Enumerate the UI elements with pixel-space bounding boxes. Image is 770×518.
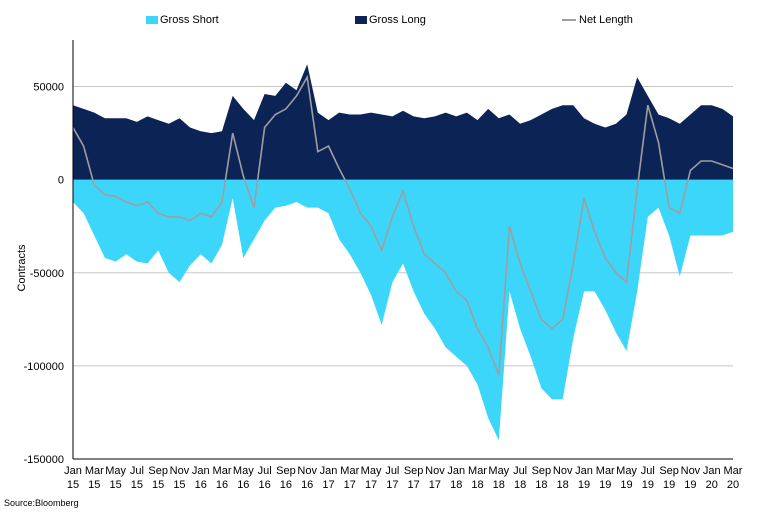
x-tick-label-year: 19	[620, 479, 632, 491]
x-tick-label-year: 19	[684, 479, 696, 491]
y-tick-label: -100000	[24, 361, 64, 373]
x-tick-label-year: 15	[173, 479, 185, 491]
legend-item-gross-short: Gross Short	[146, 12, 219, 28]
x-tick-label-year: 18	[514, 479, 526, 491]
x-tick-label-year: 15	[152, 479, 164, 491]
x-tick-label-year: 19	[663, 479, 675, 491]
x-tick-label-year: 19	[578, 479, 590, 491]
x-tick-label-year: 17	[365, 479, 377, 491]
x-tick-label-year: 17	[429, 479, 441, 491]
x-tick-label-month: Mar	[724, 465, 743, 477]
x-tick-label-month: Jan	[575, 465, 593, 477]
y-tick-label: -50000	[30, 268, 64, 280]
legend-item-gross-long: Gross Long	[355, 12, 426, 28]
x-tick-label-year: 15	[131, 479, 143, 491]
x-tick-label-month: Jul	[130, 465, 144, 477]
x-tick-label-month: Jan	[192, 465, 210, 477]
x-tick-label-year: 16	[301, 479, 313, 491]
x-tick-label-year: 18	[450, 479, 462, 491]
x-tick-label-year: 16	[195, 479, 207, 491]
x-tick-label-month: Mar	[213, 465, 232, 477]
x-tick-label-year: 17	[322, 479, 334, 491]
x-tick-label-year: 20	[727, 479, 739, 491]
x-tick-label-year: 19	[642, 479, 654, 491]
x-tick-label-month: Nov	[170, 465, 190, 477]
x-tick-label-year: 15	[88, 479, 100, 491]
x-tick-label-year: 16	[280, 479, 292, 491]
x-tick-label-month: Jan	[64, 465, 82, 477]
x-tick-label-month: Sep	[659, 465, 679, 477]
area-gross-short	[73, 179, 733, 441]
x-tick-label-month: Sep	[276, 465, 296, 477]
x-tick-label-year: 16	[216, 479, 228, 491]
x-tick-label-month: Jul	[641, 465, 655, 477]
x-tick-label-month: Jul	[385, 465, 399, 477]
x-tick-label-month: May	[616, 465, 637, 477]
x-tick-label-month: Mar	[85, 465, 104, 477]
x-tick-label-year: 17	[408, 479, 420, 491]
x-tick-label-month: Mar	[596, 465, 615, 477]
x-tick-label-year: 18	[493, 479, 505, 491]
x-tick-label-month: Nov	[297, 465, 317, 477]
x-axis: Jan 15 Mar 15 May 15 Jul 15 Sep 15 Nov 15 Jan 16 Mar 16…	[64, 458, 743, 491]
legend-swatch	[355, 16, 367, 24]
x-tick-label-year: 18	[535, 479, 547, 491]
x-tick-label-month: May	[488, 465, 509, 477]
line-net-length	[72, 74, 734, 376]
source-note: Source:Bloomberg	[4, 498, 79, 508]
x-tick-label-year: 16	[258, 479, 270, 491]
legend-swatch	[562, 19, 576, 21]
x-tick-label-month: Jan	[703, 465, 721, 477]
y-tick-label: -150000	[24, 454, 64, 466]
y-tick-label: 50000	[33, 82, 64, 94]
y-tick-label: 0	[58, 175, 64, 187]
x-tick-label-month: Jan	[320, 465, 338, 477]
x-tick-label-year: 16	[237, 479, 249, 491]
x-tick-label-month: Nov	[681, 465, 701, 477]
y-axis-title: Contracts	[16, 244, 28, 292]
x-tick-label-month: Nov	[425, 465, 445, 477]
x-tick-label-month: May	[233, 465, 254, 477]
legend-swatch	[146, 16, 158, 24]
x-tick-label-month: Sep	[404, 465, 424, 477]
x-tick-label-month: Sep	[532, 465, 552, 477]
area-series	[73, 64, 733, 441]
x-tick-label-year: 18	[471, 479, 483, 491]
x-tick-label-month: May	[105, 465, 126, 477]
x-tick-label-year: 17	[386, 479, 398, 491]
x-tick-label-month: Jan	[447, 465, 465, 477]
x-tick-label-month: Mar	[340, 465, 359, 477]
x-tick-label-year: 15	[109, 479, 121, 491]
x-tick-label-year: 20	[706, 479, 718, 491]
area-gross-long	[73, 64, 733, 180]
legend-label: Gross Short	[160, 14, 219, 26]
legend-label: Net Length	[579, 14, 633, 26]
x-tick-label-year: 19	[599, 479, 611, 491]
x-tick-label-month: Mar	[468, 465, 487, 477]
x-tick-label-month: Nov	[553, 465, 573, 477]
x-tick-label-month: Sep	[148, 465, 168, 477]
x-tick-label-month: Jul	[513, 465, 527, 477]
x-tick-label-year: 18	[557, 479, 569, 491]
x-tick-label-month: May	[361, 465, 382, 477]
x-tick-label-month: Jul	[258, 465, 272, 477]
x-tick-label-year: 17	[344, 479, 356, 491]
y-axis: -150000 -100000 -50000 0 50000	[24, 40, 74, 466]
legend-item-net-length: Net Length	[562, 12, 633, 28]
legend-label: Gross Long	[369, 14, 426, 26]
x-tick-label-year: 15	[67, 479, 79, 491]
line-series	[72, 74, 734, 376]
